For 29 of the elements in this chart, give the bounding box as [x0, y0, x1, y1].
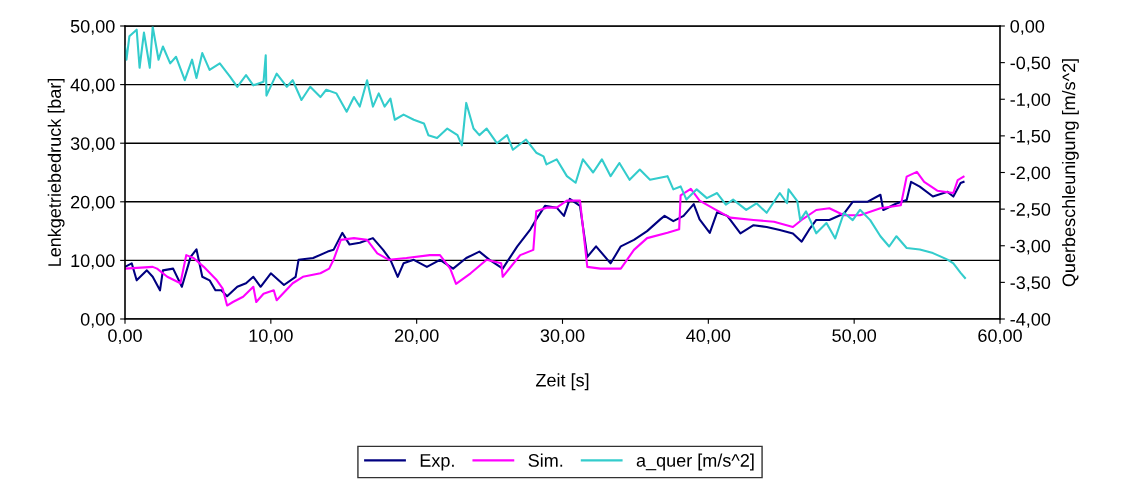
legend-label: Exp.	[420, 454, 454, 471]
y2-tick-label: -0,50	[1010, 56, 1051, 72]
x-axis-title: Zeit [s]	[535, 373, 589, 391]
y2-axis-title: Querbeschleunigung [m/s^2]	[1061, 59, 1079, 287]
y-tick-label: 50,00	[70, 19, 115, 35]
x-tick-label: 60,00	[978, 329, 1022, 345]
y-tick-label: 10,00	[71, 254, 115, 270]
legend-label: a_quer [m/s^2]	[636, 453, 754, 471]
y2-tick-label: -1,50	[1010, 129, 1051, 145]
legend-label: Sim.	[528, 453, 563, 467]
x-tick-label: 0,00	[108, 329, 142, 345]
x-tick-label: 20,00	[394, 329, 439, 345]
y-tick-label: 0,00	[80, 312, 115, 328]
y-tick-label: 30,00	[70, 137, 115, 153]
x-tick-label: 50,00	[832, 329, 877, 345]
x-tick-label: 40,00	[686, 329, 731, 345]
y2-tick-label: -3,50	[1010, 276, 1051, 292]
y2-tick-label: -4,00	[1010, 312, 1051, 328]
y-axis-title: Lenkgetriebedruck [bar]	[47, 78, 65, 266]
line-series	[125, 26, 967, 280]
y-tick-label: 20,00	[71, 195, 115, 211]
x-tick-label: 30,00	[540, 329, 585, 345]
y2-tick-label: -2,50	[1010, 203, 1051, 218]
y2-tick-label: -1,00	[1010, 93, 1051, 109]
y-tick-label: 40,00	[70, 78, 115, 94]
y2-tick-label: -3,00	[1010, 239, 1051, 255]
x-tick-label: 10,00	[249, 329, 293, 345]
y2-tick-label: -2,00	[1010, 166, 1051, 182]
y2-tick-label: 0,00	[1010, 19, 1045, 35]
